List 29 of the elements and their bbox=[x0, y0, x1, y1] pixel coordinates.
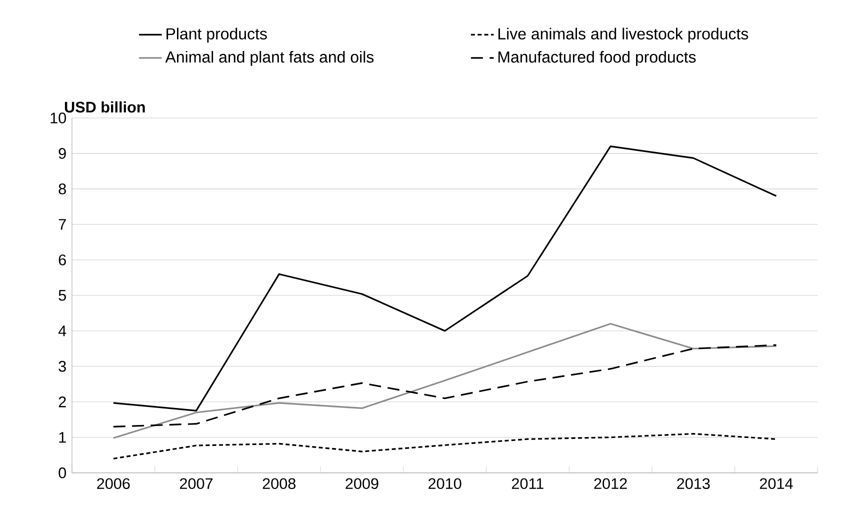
x-tick-label: 2008 bbox=[262, 478, 296, 490]
y-tick-label: 0 bbox=[58, 467, 66, 478]
x-tick-label: 2014 bbox=[760, 478, 793, 490]
y-tick-label: 10 bbox=[50, 112, 66, 124]
y-tick-label: 7 bbox=[58, 219, 66, 230]
y-tick-label: 4 bbox=[58, 326, 66, 336]
y-tick-label: 9 bbox=[58, 148, 66, 159]
y-tick-label: 3 bbox=[58, 361, 66, 372]
legend-label: Manufactured food products bbox=[498, 51, 696, 66]
y-tick-label: 8 bbox=[58, 184, 66, 194]
y-axis-title: USD billion bbox=[64, 101, 145, 113]
y-tick-label: 1 bbox=[59, 432, 66, 443]
x-tick-label: 2006 bbox=[97, 478, 130, 490]
x-tick-label: 2010 bbox=[428, 478, 462, 490]
x-tick-label: 2013 bbox=[677, 478, 710, 490]
legend-label: Animal and plant fats and oils bbox=[165, 51, 374, 66]
x-tick-label: 2009 bbox=[346, 478, 378, 490]
x-tick-label: 2012 bbox=[594, 478, 627, 490]
line-series bbox=[112, 323, 778, 439]
x-tick-label: 2011 bbox=[512, 478, 544, 490]
x-tick-label: 2007 bbox=[180, 478, 213, 490]
line-series bbox=[112, 146, 778, 412]
line-series bbox=[112, 433, 778, 460]
y-tick-label: 6 bbox=[58, 254, 66, 266]
legend-label: Live animals and livestock products bbox=[498, 28, 748, 43]
line-series bbox=[112, 344, 778, 428]
legend-label: Plant products bbox=[166, 28, 267, 43]
y-tick-label: 2 bbox=[58, 396, 66, 408]
y-tick-label: 5 bbox=[58, 290, 66, 301]
